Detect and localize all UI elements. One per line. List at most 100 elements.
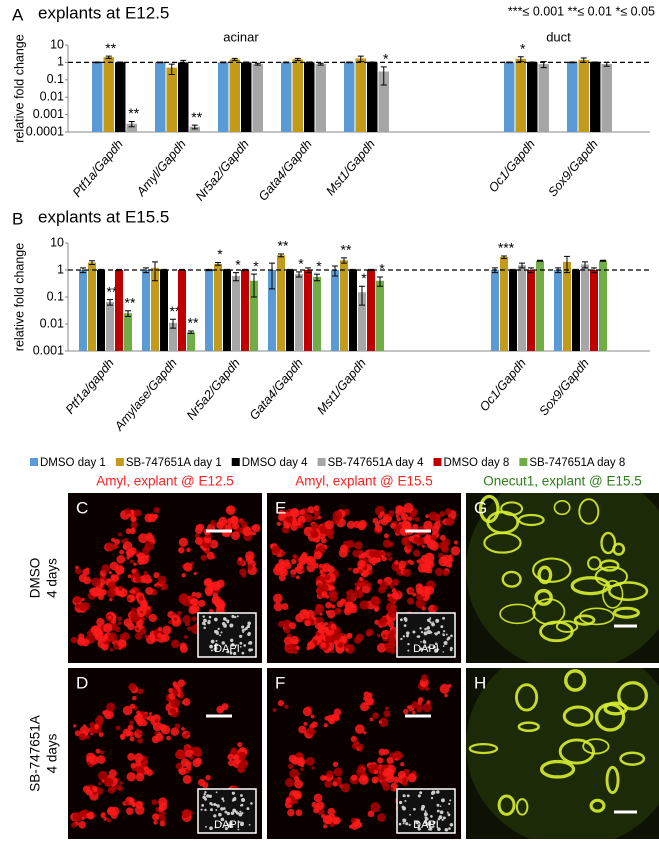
cell-signal <box>210 520 217 526</box>
error-bar <box>170 318 176 329</box>
inset-nuclei <box>432 645 436 649</box>
bar <box>590 270 598 351</box>
inset-nuclei <box>227 823 232 828</box>
cell-signal <box>168 692 176 700</box>
legend-label: DMSO day 4 <box>242 457 308 469</box>
inset-nuclei <box>229 821 233 825</box>
cell-signal <box>357 560 366 568</box>
cell-signal <box>320 584 328 592</box>
cell-signal <box>117 638 127 648</box>
cell-signal <box>162 583 169 590</box>
cell-signal <box>251 525 257 531</box>
cell-signal <box>383 516 390 523</box>
error-bar <box>380 66 387 86</box>
cell-signal <box>311 801 318 808</box>
cell-signal <box>395 750 401 756</box>
cell-signal <box>94 724 100 730</box>
inset-nuclei <box>230 638 234 643</box>
bar <box>509 270 517 351</box>
cell-signal <box>159 820 166 827</box>
cell-signal <box>110 537 116 543</box>
cell-signal <box>307 556 312 561</box>
cell-signal <box>354 724 365 734</box>
inset-nuclei <box>220 822 223 825</box>
significance-star: ** <box>128 105 139 121</box>
cell-signal <box>177 688 181 693</box>
bar <box>232 275 240 351</box>
significance-star: * <box>235 256 241 272</box>
error-bar <box>254 62 261 66</box>
inset-nuclei <box>230 825 234 828</box>
inset-nuclei <box>210 808 213 812</box>
inset-nuclei <box>205 825 207 828</box>
cell-signal <box>194 537 203 545</box>
cell-signal <box>300 763 304 768</box>
cell-signal <box>247 564 254 570</box>
cell-signal <box>171 617 182 627</box>
inset-nuclei <box>226 811 230 816</box>
legend-label: SB-747651A day 8 <box>529 457 625 469</box>
cell-signal <box>140 610 144 614</box>
inset-nuclei <box>246 807 250 811</box>
inset-nuclei <box>434 642 438 646</box>
cell-signal <box>322 815 333 825</box>
cell-signal <box>439 683 450 694</box>
bar <box>241 62 252 132</box>
bar <box>115 270 123 351</box>
cell-signal <box>219 708 223 713</box>
cell-signal <box>324 622 329 626</box>
cell-signal <box>107 786 115 794</box>
cell-signal <box>440 543 449 552</box>
cell-signal <box>369 717 374 722</box>
cell-signal <box>315 631 320 636</box>
cell-signal <box>148 578 153 583</box>
error-bar <box>152 261 158 282</box>
inset-nuclei <box>208 794 212 798</box>
inset-nuclei <box>240 822 244 827</box>
cell-signal <box>365 628 374 637</box>
duct-signal <box>558 738 596 765</box>
cell-signal <box>151 799 158 806</box>
cell-signal <box>416 706 423 713</box>
cell-signal <box>237 557 243 562</box>
cell-signal <box>159 815 166 823</box>
cell-signal <box>292 638 299 645</box>
cell-signal <box>141 719 148 727</box>
x-tick-label: Amyl/Gapdh <box>133 137 189 199</box>
inset-nuclei <box>213 803 217 807</box>
cell-signal <box>388 556 393 562</box>
cell-signal <box>122 728 131 737</box>
cell-signal <box>166 735 171 741</box>
inset-nuclei <box>445 828 448 831</box>
duct-signal <box>497 794 516 816</box>
cell-signal <box>205 774 211 781</box>
inset-nuclei <box>405 822 409 826</box>
error-bar <box>359 285 365 306</box>
inset-nuclei <box>239 634 243 638</box>
cell-signal <box>102 710 107 716</box>
duct-signal <box>501 570 522 588</box>
duct-signal <box>573 614 596 626</box>
cell-signal <box>386 552 391 557</box>
cell-signal <box>195 592 202 599</box>
bar <box>103 57 114 132</box>
error-bar <box>357 55 364 63</box>
cell-signal <box>413 549 421 557</box>
cell-signal <box>216 579 225 588</box>
cell-signal <box>336 600 344 608</box>
inset-nuclei <box>203 623 207 626</box>
cell-signal <box>367 810 375 818</box>
legend-swatch <box>317 458 326 466</box>
cell-signal <box>102 623 113 633</box>
bar <box>599 260 607 351</box>
legend-label: DMSO day 1 <box>40 457 106 469</box>
cell-signal <box>133 509 142 517</box>
cell-signal <box>148 712 152 716</box>
cell-signal <box>137 737 143 744</box>
inset-nuclei <box>213 617 218 622</box>
inset-nuclei <box>442 645 445 648</box>
bar <box>252 64 263 132</box>
inset-nuclei <box>209 644 213 649</box>
inset-nuclei <box>248 823 251 826</box>
